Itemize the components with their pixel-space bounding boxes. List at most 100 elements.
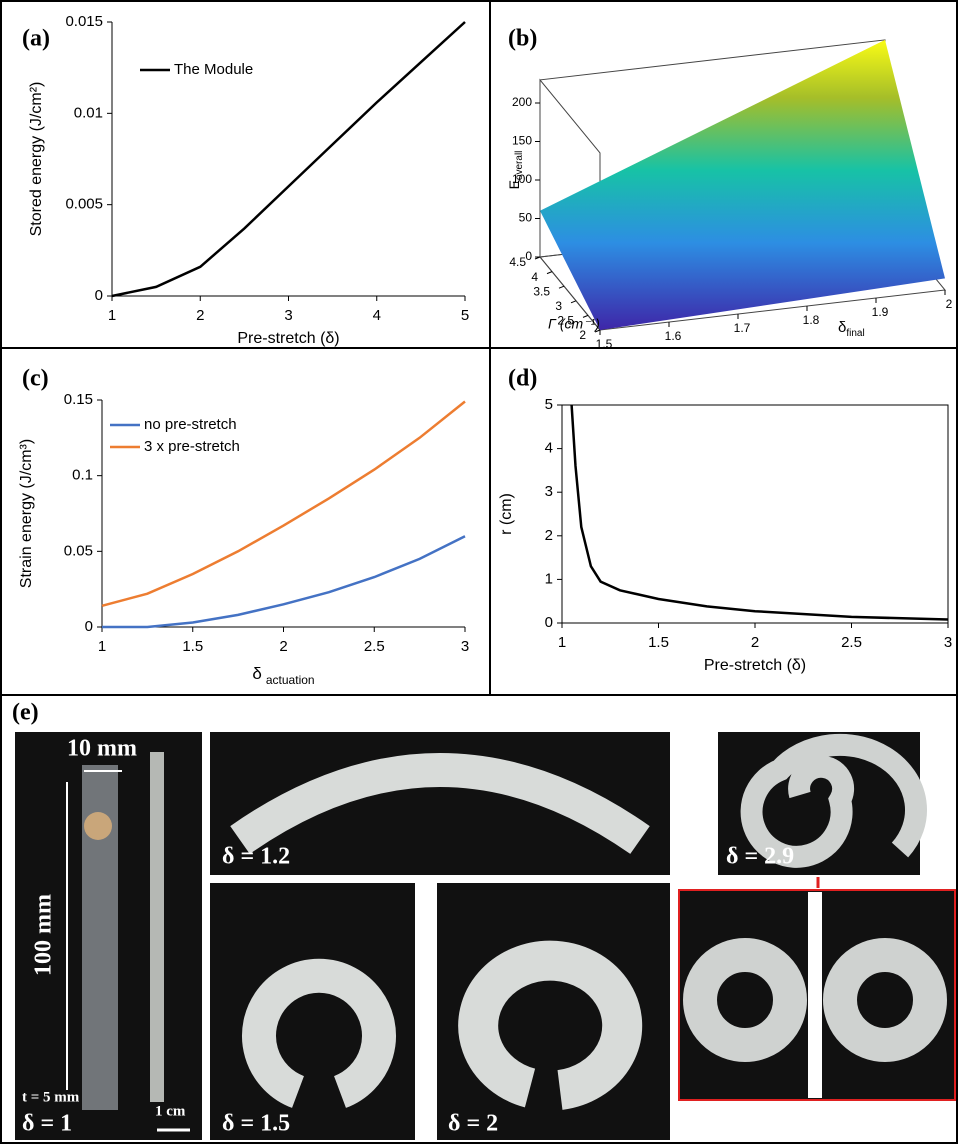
x-tick-label: 1 <box>558 634 566 651</box>
x-tick-label: 2.5 <box>364 638 385 655</box>
y-tick-label: 3 <box>545 483 553 500</box>
scale-label: 1 cm <box>155 1103 186 1119</box>
series-line <box>101 400 466 608</box>
x-tick-label: 2.5 <box>841 634 862 651</box>
z-axis-label: Eoverall <box>506 151 525 190</box>
specimen <box>242 958 396 1108</box>
length-label: 100 mm <box>31 894 57 976</box>
legend-label: The Module <box>174 61 253 78</box>
x-axis-label: δ actuation <box>252 664 314 687</box>
y-axis-label: r (cm) <box>498 493 515 535</box>
panel-label: (b) <box>508 26 537 52</box>
specimen-marker <box>84 812 112 840</box>
delta-axis-label-sub: final <box>846 328 864 339</box>
divider <box>808 892 822 1098</box>
y-tick-label: 0 <box>85 618 93 635</box>
delta-label: δ = 1.5 <box>222 1111 290 1137</box>
series-line <box>102 535 466 629</box>
y-tick-label: 5 <box>545 396 553 413</box>
x-axis-label: Pre-stretch (δ) <box>237 330 339 347</box>
series-line <box>111 21 466 298</box>
gamma-tick <box>570 300 577 304</box>
x-axis-label: Pre-stretch (δ) <box>704 657 806 674</box>
x-tick-label: 3 <box>944 634 952 651</box>
legend-label: 3 x pre-stretch <box>144 438 240 455</box>
delta-tick-label: 1.6 <box>665 329 682 343</box>
y-tick-label: 2 <box>545 527 553 544</box>
gamma-axis-label: Γ (cm⁻¹) <box>548 316 600 332</box>
z-tick-label: 0 <box>525 249 532 263</box>
panel-label: (d) <box>508 366 537 392</box>
thickness-label: t = 5 mm <box>22 1089 80 1105</box>
panel-label: (e) <box>12 700 39 726</box>
x-tick-label: 1 <box>108 307 116 324</box>
x-axis-label-sub: actuation <box>266 673 315 687</box>
y-tick-label: 0.005 <box>65 196 103 213</box>
specimen <box>458 940 643 1110</box>
gamma-tick-label: 2 <box>579 328 586 342</box>
surface <box>540 39 945 331</box>
delta-tick-label: 1.5 <box>596 337 613 351</box>
gamma-tick <box>582 314 589 318</box>
specimen <box>683 938 807 1062</box>
specimen <box>740 733 927 868</box>
x-tick-label: 5 <box>461 307 469 324</box>
delta-axis-label-main: δ <box>838 319 846 336</box>
y-tick-label: 1 <box>545 570 553 587</box>
z-tick-label: 200 <box>512 95 532 109</box>
gamma-tick-label: 2.5 <box>557 314 574 328</box>
gamma-tick-label: 3.5 <box>533 284 550 298</box>
y-tick-label: 0.1 <box>72 467 93 484</box>
z-tick-label: 50 <box>519 211 533 225</box>
x-tick-label: 2 <box>751 634 759 651</box>
y-tick-label: 4 <box>545 440 553 457</box>
gamma-tick-label: 4 <box>531 270 538 284</box>
delta-tick-label: 2 <box>946 297 953 311</box>
z-tick-label: 100 <box>512 172 532 186</box>
specimen <box>823 938 947 1062</box>
x-tick-label: 2 <box>196 307 204 324</box>
photo-panel: (e) 10 mm 100 mm t = 5 mm 1 cm δ = 1 δ =… <box>12 700 956 1140</box>
delta-tick-label: 1.9 <box>872 305 889 319</box>
x-tick-label: 3 <box>284 307 292 324</box>
x-tick-label: 1.5 <box>648 634 669 651</box>
delta-label: δ = 1.2 <box>222 844 290 870</box>
x-tick-label: 3 <box>461 638 469 655</box>
y-axis-label: Stored energy (J/cm²) <box>28 82 45 237</box>
y-tick-label: 0.15 <box>64 391 93 408</box>
gamma-tick-label: 4.5 <box>509 255 526 269</box>
panel-label: (a) <box>22 26 50 52</box>
series-line <box>570 404 949 621</box>
panel-label: (c) <box>22 366 49 392</box>
y-axis-label: Strain energy (J/cm³) <box>18 439 35 588</box>
delta-label: δ = 1 <box>22 1111 72 1137</box>
y-tick-label: 0 <box>95 287 103 304</box>
specimen-side <box>150 752 164 1102</box>
y-tick-label: 0.05 <box>64 542 93 559</box>
x-tick-label: 1 <box>98 638 106 655</box>
delta-label: δ = 2.9 <box>726 844 794 870</box>
gamma-tick <box>534 256 541 260</box>
width-label: 10 mm <box>67 736 137 762</box>
delta-label: δ = 2 <box>448 1111 498 1137</box>
z-axis-label-main: E <box>506 180 522 189</box>
y-tick-label: 0.015 <box>65 13 103 30</box>
gamma-tick <box>546 271 553 275</box>
gamma-tick <box>558 285 565 289</box>
gamma-tick-label: 3 <box>555 299 562 313</box>
delta-tick-label: 1.7 <box>734 321 751 335</box>
z-tick-label: 150 <box>512 134 532 148</box>
y-tick-label: 0.01 <box>74 104 103 121</box>
x-tick-label: 2 <box>279 638 287 655</box>
gamma-tick <box>594 329 601 333</box>
z-axis-label-sub: overall <box>514 151 525 180</box>
y-tick-label: 0 <box>545 614 553 631</box>
x-tick-label: 4 <box>373 307 381 324</box>
specimen <box>230 753 650 854</box>
x-tick-label: 1.5 <box>182 638 203 655</box>
delta-tick-label: 1.8 <box>803 313 820 327</box>
delta-axis-label: δfinal <box>838 319 865 339</box>
legend-label: no pre-stretch <box>144 416 237 433</box>
